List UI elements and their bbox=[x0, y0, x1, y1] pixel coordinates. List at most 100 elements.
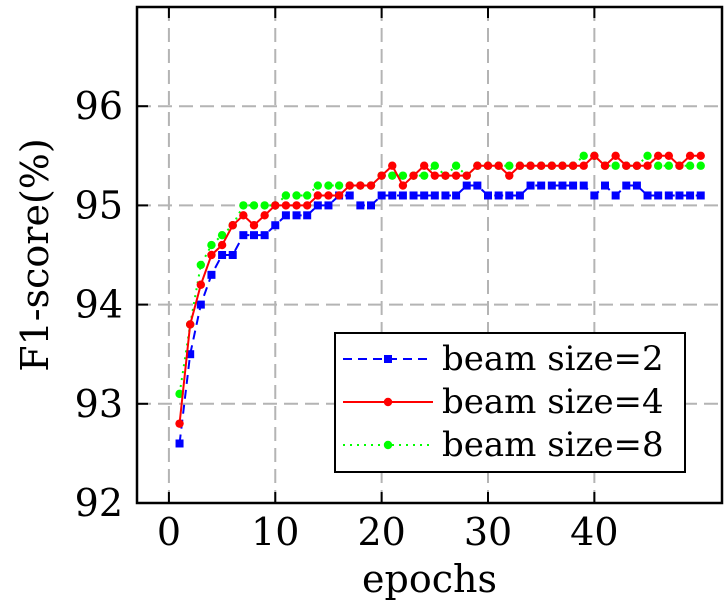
data-point bbox=[271, 221, 280, 230]
data-point bbox=[207, 250, 216, 260]
data-point bbox=[430, 161, 440, 170]
data-point bbox=[579, 181, 588, 190]
data-point bbox=[196, 260, 206, 270]
legend-swatch-marker bbox=[383, 440, 393, 450]
data-point bbox=[175, 439, 184, 448]
legend-label: beam size=8 bbox=[442, 425, 664, 465]
data-point bbox=[643, 191, 652, 200]
data-point bbox=[196, 300, 205, 309]
data-point bbox=[441, 171, 450, 180]
data-point bbox=[217, 230, 227, 240]
data-point bbox=[324, 181, 333, 190]
data-point bbox=[377, 171, 386, 180]
data-point bbox=[547, 181, 556, 190]
data-point bbox=[302, 191, 312, 200]
x-tick-label: 30 bbox=[464, 510, 512, 554]
x-tick-label: 20 bbox=[357, 510, 405, 554]
data-point bbox=[260, 231, 269, 240]
data-point bbox=[334, 191, 344, 200]
data-point bbox=[569, 181, 578, 190]
data-point bbox=[334, 181, 344, 190]
data-point bbox=[441, 191, 450, 200]
data-point bbox=[590, 151, 599, 160]
data-point bbox=[356, 181, 365, 190]
data-point bbox=[653, 161, 663, 170]
data-point bbox=[207, 240, 216, 250]
data-point bbox=[601, 181, 609, 190]
data-point bbox=[419, 161, 429, 170]
data-point bbox=[313, 181, 323, 190]
series-layer bbox=[175, 151, 705, 448]
data-point bbox=[675, 191, 684, 200]
legend-entry: beam size=8 bbox=[343, 425, 664, 465]
data-point bbox=[398, 171, 408, 180]
data-point bbox=[398, 181, 408, 190]
data-point bbox=[579, 161, 588, 170]
x-tick-label: 0 bbox=[157, 510, 181, 554]
data-point bbox=[622, 161, 631, 170]
data-point bbox=[462, 171, 471, 180]
data-point bbox=[271, 201, 280, 210]
series-2 bbox=[175, 151, 705, 428]
data-point bbox=[217, 240, 227, 250]
data-point bbox=[281, 201, 291, 210]
data-point bbox=[430, 171, 440, 180]
y-tick-label: 96 bbox=[75, 84, 123, 128]
data-point bbox=[207, 270, 216, 279]
data-point bbox=[685, 161, 695, 170]
data-point bbox=[696, 151, 705, 160]
data-point bbox=[324, 201, 333, 210]
legend-swatch-marker bbox=[383, 397, 393, 407]
plot-frame bbox=[135, 5, 724, 505]
data-point bbox=[377, 191, 386, 200]
data-point bbox=[494, 191, 503, 200]
legend-entry: beam size=4 bbox=[343, 382, 664, 422]
data-point bbox=[249, 201, 259, 210]
data-point bbox=[494, 161, 503, 170]
data-point bbox=[292, 191, 301, 200]
data-point bbox=[430, 191, 439, 200]
data-point bbox=[345, 181, 354, 190]
data-point bbox=[515, 161, 525, 170]
data-point bbox=[420, 191, 429, 200]
data-point bbox=[218, 251, 227, 259]
data-point bbox=[451, 161, 461, 170]
data-point bbox=[324, 191, 333, 200]
data-point bbox=[175, 419, 184, 428]
legend-label: beam size=4 bbox=[442, 382, 664, 422]
data-point bbox=[281, 191, 291, 200]
data-point bbox=[600, 161, 610, 170]
data-point bbox=[451, 171, 461, 180]
data-point bbox=[249, 221, 259, 230]
data-point bbox=[484, 191, 492, 200]
data-point bbox=[536, 161, 546, 170]
data-point bbox=[537, 181, 546, 190]
data-point bbox=[473, 161, 482, 170]
data-point bbox=[250, 231, 258, 240]
data-point bbox=[654, 191, 663, 200]
y-tick-label: 92 bbox=[75, 481, 123, 525]
legend-label: beam size=2 bbox=[442, 339, 664, 379]
legend-swatch-marker bbox=[384, 355, 392, 363]
data-point bbox=[388, 191, 397, 200]
data-point bbox=[239, 201, 248, 210]
data-point bbox=[622, 181, 631, 190]
data-point bbox=[686, 191, 695, 200]
data-point bbox=[409, 191, 418, 200]
ticks: 92 93 94 95 96 0 10 20 30 40 bbox=[75, 7, 619, 554]
data-point bbox=[558, 161, 567, 170]
data-point bbox=[196, 280, 206, 289]
data-point bbox=[664, 151, 674, 160]
data-point bbox=[568, 161, 578, 170]
legend-entry: beam size=2 bbox=[343, 339, 664, 379]
data-point bbox=[685, 151, 695, 160]
y-axis-label: F1-score(%) bbox=[13, 138, 57, 371]
data-point bbox=[302, 201, 312, 210]
data-point bbox=[473, 181, 482, 190]
data-point bbox=[643, 151, 652, 160]
data-point bbox=[632, 161, 642, 170]
data-point bbox=[313, 201, 322, 210]
data-point bbox=[356, 201, 365, 210]
